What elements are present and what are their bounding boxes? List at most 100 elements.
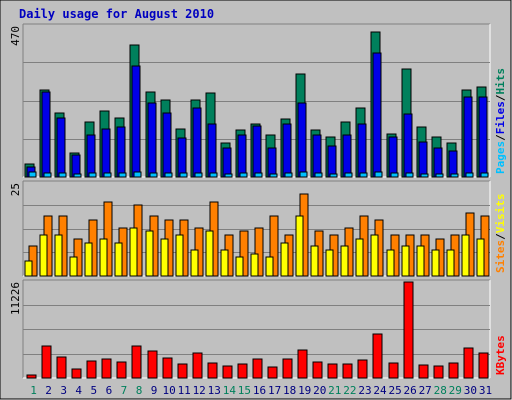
bar-visits xyxy=(325,249,334,277)
legend-entry: Visits xyxy=(494,194,507,234)
bar-pages xyxy=(103,172,112,178)
bar-pages xyxy=(58,172,67,178)
bar-files xyxy=(147,102,157,178)
bar-kbytes xyxy=(372,333,383,379)
day-label: 7 xyxy=(121,384,128,397)
legend-entry: / xyxy=(494,233,507,240)
bar-files xyxy=(116,126,126,178)
bar-pages xyxy=(269,173,278,178)
bar-pages xyxy=(435,173,444,178)
legend-kbytes: KBytes xyxy=(494,335,507,375)
day-label: 29 xyxy=(449,384,462,397)
bar-kbytes xyxy=(162,357,173,379)
bar-pages xyxy=(329,173,338,178)
bar-visits xyxy=(84,242,93,277)
chart-title: Daily usage for August 2010 xyxy=(19,7,214,21)
day-label: 23 xyxy=(358,384,371,397)
bar-files xyxy=(312,134,322,178)
panel-kbytes: 11226 KBytes xyxy=(9,279,507,379)
bar-visits xyxy=(69,256,78,277)
day-label: 25 xyxy=(388,384,401,397)
bar-kbytes xyxy=(56,356,67,379)
day-label: 21 xyxy=(328,384,341,397)
bar-pages xyxy=(224,173,233,178)
day-label: 2 xyxy=(45,384,52,397)
bar-kbytes xyxy=(177,363,188,379)
legend-entry: / xyxy=(494,134,507,141)
day-label: 1 xyxy=(30,384,37,397)
bar-visits xyxy=(99,238,108,277)
bar-visits xyxy=(295,215,304,277)
bar-pages xyxy=(73,173,82,178)
bar-visits xyxy=(129,227,138,277)
bar-kbytes xyxy=(41,345,52,379)
bar-files xyxy=(192,107,202,178)
bar-pages xyxy=(299,171,308,178)
day-label: 13 xyxy=(208,384,221,397)
bar-visits xyxy=(446,249,455,277)
bar-files xyxy=(478,96,488,178)
bar-pages xyxy=(450,173,459,178)
bar-kbytes xyxy=(207,362,218,379)
bar-visits xyxy=(54,234,63,277)
day-label: 20 xyxy=(313,384,326,397)
bar-files xyxy=(463,96,473,178)
bar-files xyxy=(222,147,232,178)
bar-kbytes xyxy=(101,358,112,379)
bar-visits xyxy=(265,256,274,277)
bar-files xyxy=(357,123,367,178)
bar-visits xyxy=(175,234,184,277)
bar-files xyxy=(433,147,443,178)
day-label: 31 xyxy=(479,384,492,397)
legend-entry: Sites xyxy=(494,240,507,273)
day-label: 28 xyxy=(434,384,447,397)
legend-entry: Hits xyxy=(494,68,507,95)
chart-panels: 470Pages/Files/Hits25Sites/Visits11226KB… xyxy=(9,23,507,379)
day-label: 6 xyxy=(106,384,113,397)
bar-kbytes xyxy=(71,368,82,379)
bar-visits xyxy=(416,245,425,277)
bar-pages xyxy=(359,172,368,178)
bar-kbytes xyxy=(342,363,353,379)
bar-files xyxy=(448,150,458,178)
bar-kbytes xyxy=(282,358,293,379)
legend-entry: Pages xyxy=(494,141,507,174)
bar-kbytes xyxy=(237,363,248,379)
bar-pages xyxy=(420,173,429,178)
bar-kbytes xyxy=(433,365,444,379)
bar-pages xyxy=(28,171,37,178)
day-labels: 1 2 3 4 5 6 7 8 9 10 11 12 13 14 15 16 17 18 19 20 21 22 23 24 2… xyxy=(30,384,492,397)
day-label: 9 xyxy=(151,384,158,397)
bar-files xyxy=(252,125,262,178)
bar-visits xyxy=(340,245,349,277)
bar-files xyxy=(207,123,217,178)
bar-visits xyxy=(39,234,48,277)
panel-sites-visits: 25 Sites/Visits xyxy=(9,180,507,277)
bar-visits xyxy=(370,234,379,277)
bar-visits xyxy=(114,242,123,277)
bar-files xyxy=(101,128,111,178)
bar-files xyxy=(131,65,141,178)
bar-kbytes xyxy=(147,350,158,379)
bar-visits xyxy=(205,230,214,277)
day-label: 27 xyxy=(419,384,432,397)
bar-visits xyxy=(280,242,289,277)
day-label: 3 xyxy=(60,384,67,397)
day-label: 24 xyxy=(373,384,387,397)
bar-pages xyxy=(88,172,97,178)
bar-pages xyxy=(344,172,353,178)
bar-files xyxy=(162,112,172,178)
bar-visits xyxy=(160,238,169,277)
bar-kbytes xyxy=(463,347,474,379)
bar-visits xyxy=(190,249,199,277)
bar-kbytes xyxy=(297,349,308,379)
bar-visits xyxy=(461,234,470,277)
bar-kbytes xyxy=(327,363,338,379)
bar-kbytes xyxy=(478,352,489,379)
bar-visits xyxy=(235,256,244,277)
day-label: 19 xyxy=(298,384,311,397)
bar-files xyxy=(267,147,277,178)
bar-pages xyxy=(149,172,158,178)
bar-kbytes xyxy=(448,362,459,379)
